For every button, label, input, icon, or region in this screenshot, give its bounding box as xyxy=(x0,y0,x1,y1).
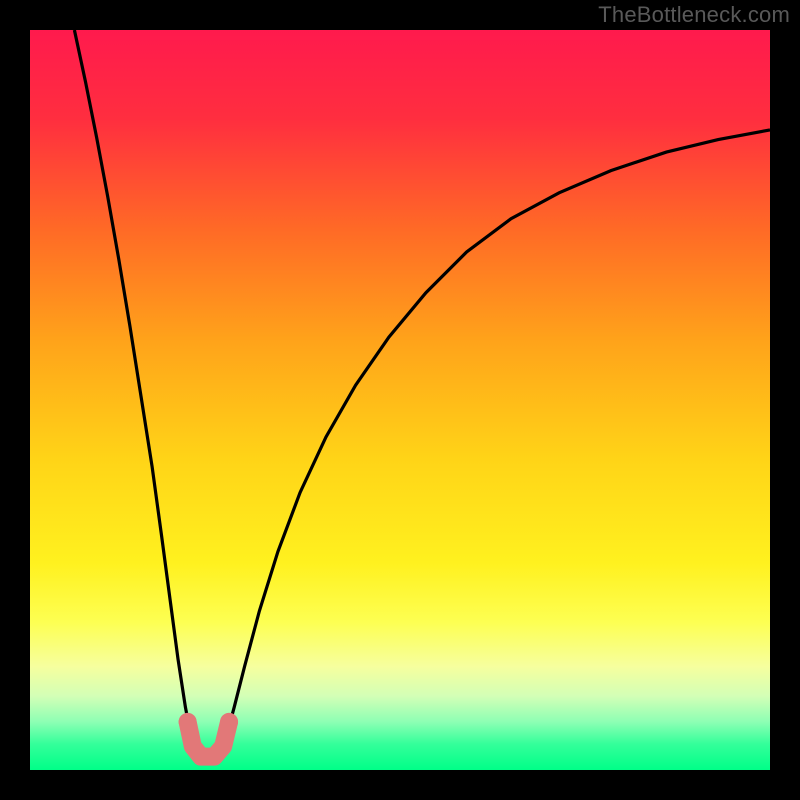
endpoint-dot xyxy=(179,713,197,731)
endpoint-dot xyxy=(220,713,238,731)
bottleneck-chart xyxy=(0,0,800,800)
